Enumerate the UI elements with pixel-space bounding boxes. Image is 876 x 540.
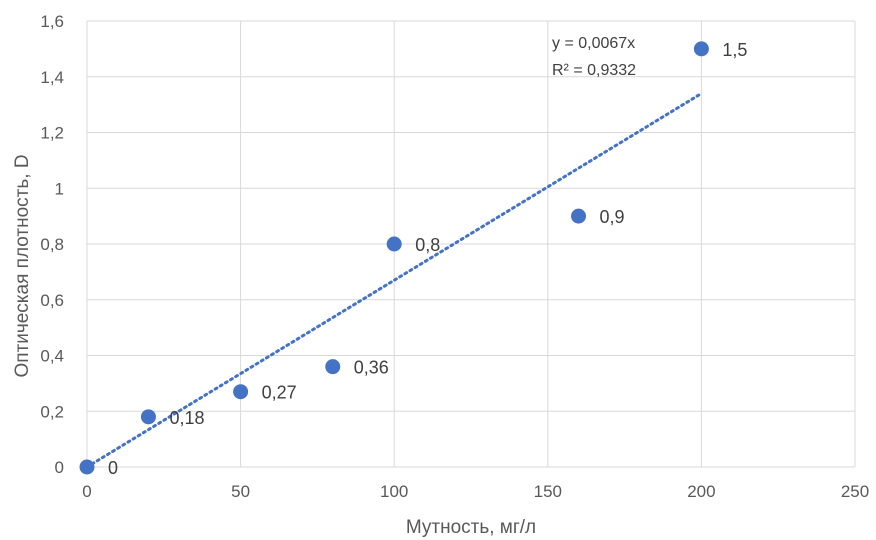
y-tick-label: 0,8 [40, 235, 64, 254]
data-label: 0,27 [262, 383, 297, 403]
y-tick-label: 1,2 [40, 124, 64, 143]
x-tick-label: 200 [687, 482, 715, 501]
grid-lines [86, 20, 856, 468]
x-tick-label: 150 [534, 482, 562, 501]
x-tick-label: 50 [231, 482, 250, 501]
data-point [571, 208, 587, 224]
x-axis-title: Мутность, мг/л [406, 517, 536, 538]
data-labels: 0 0,18 0,27 0,36 0,8 0,9 1,5 [108, 40, 747, 478]
data-label: 0,9 [600, 207, 625, 227]
y-tick-label: 0 [55, 458, 64, 477]
data-point [325, 359, 341, 375]
trendline-equation: y = 0,0067x [552, 35, 635, 52]
y-axis-title: Оптическая плотность, D [12, 154, 33, 377]
y-tick-label: 0,4 [40, 347, 64, 366]
data-label: 0,36 [354, 358, 389, 378]
data-point [140, 409, 156, 425]
x-tick-label: 0 [82, 482, 91, 501]
trendline-r-squared: R² = 0,9332 [552, 62, 636, 79]
y-tick-label: 1 [55, 179, 64, 198]
trendline [85, 91, 703, 469]
x-tick-label: 250 [841, 482, 869, 501]
data-point [386, 236, 402, 252]
y-axis-ticks: 0 0,2 0,4 0,6 0,8 1 1,2 1,4 1,6 [40, 12, 64, 477]
data-points [79, 41, 709, 475]
data-label: 0 [108, 458, 118, 478]
data-label: 1,5 [722, 40, 747, 60]
data-point [233, 384, 249, 400]
x-tick-label: 100 [380, 482, 408, 501]
y-tick-label: 1,4 [40, 68, 64, 87]
data-label: 0,18 [169, 408, 204, 428]
data-point [79, 459, 95, 475]
x-axis-ticks: 0 50 100 150 200 250 [82, 482, 869, 501]
data-point [693, 41, 709, 57]
y-tick-label: 0,6 [40, 291, 64, 310]
y-tick-label: 1,6 [40, 12, 64, 31]
y-tick-label: 0,2 [40, 402, 64, 421]
data-label: 0,8 [415, 235, 440, 255]
